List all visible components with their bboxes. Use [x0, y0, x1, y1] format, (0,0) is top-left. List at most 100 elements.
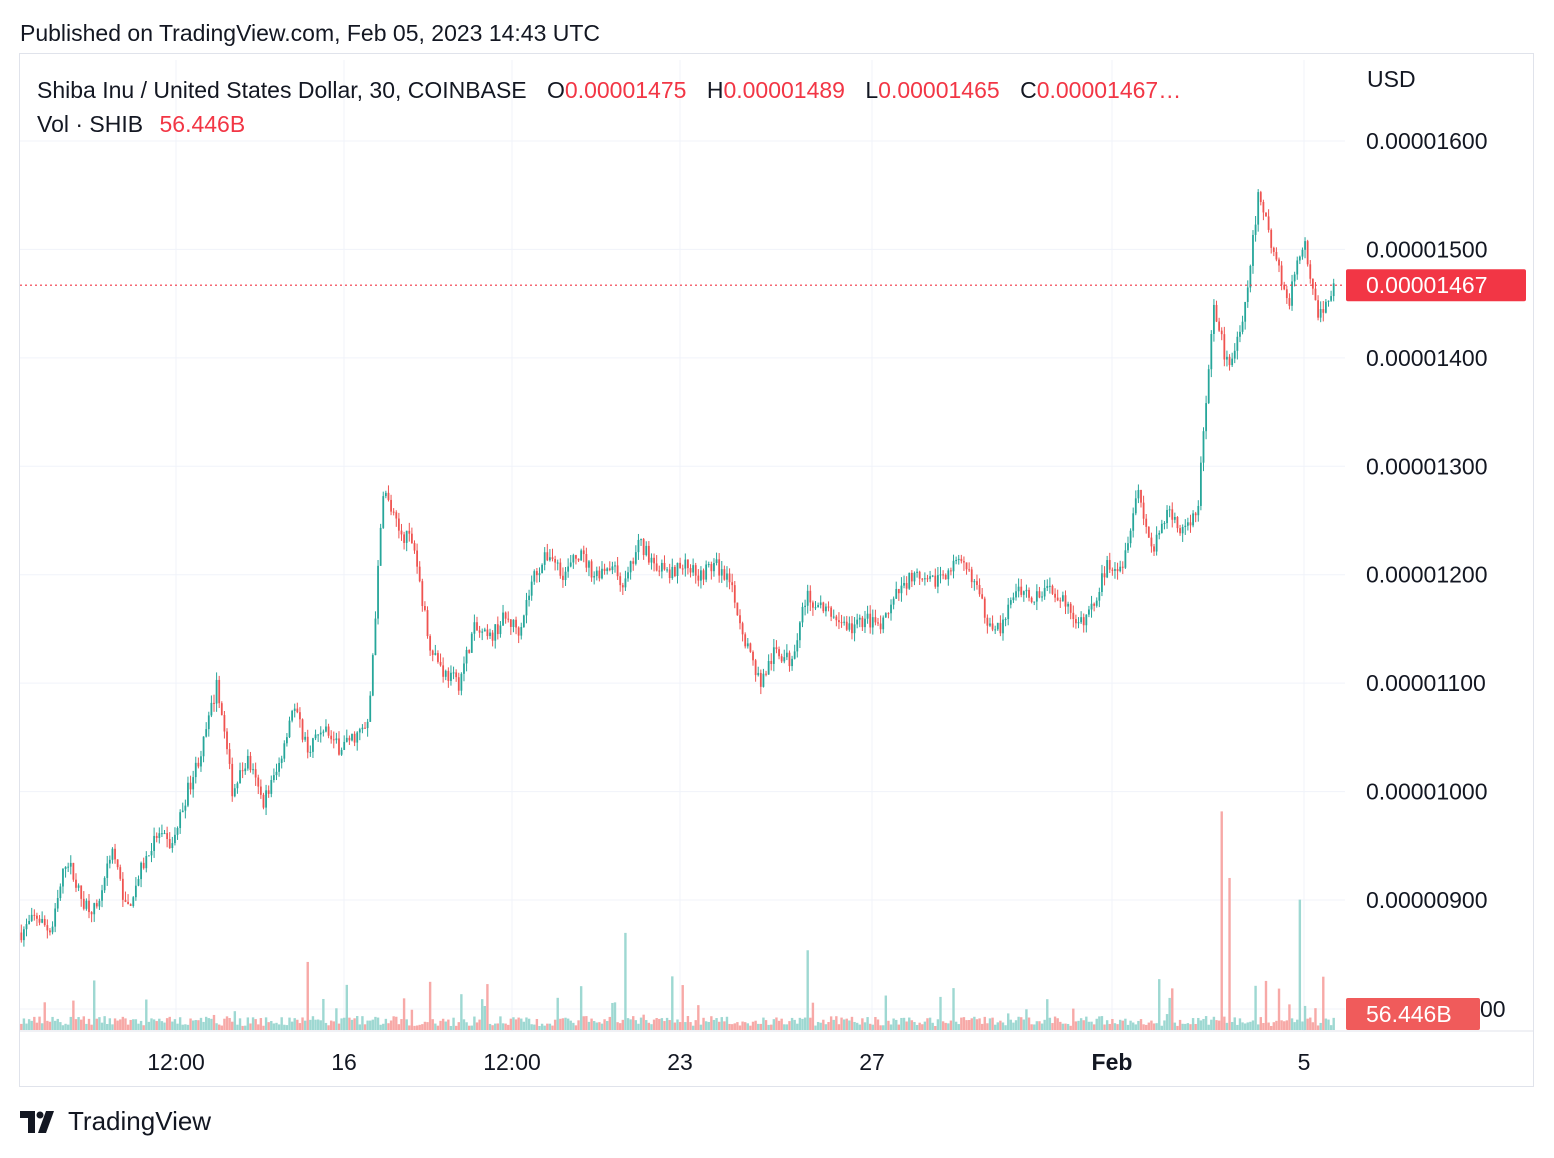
volume-bar: [1118, 1019, 1122, 1030]
volume-bar: [746, 1023, 750, 1030]
volume-bar: [218, 1024, 221, 1030]
candle-body: [1285, 289, 1288, 299]
grid-lines: [20, 60, 1534, 1032]
currency-label[interactable]: USD: [1367, 66, 1416, 92]
candle-body: [632, 561, 635, 564]
candle-body: [598, 570, 601, 579]
candle-body: [434, 653, 437, 655]
volume-bar: [928, 1017, 932, 1030]
volume-bar: [408, 1025, 411, 1030]
candle-body: [650, 557, 653, 563]
volume-badge[interactable]: 56.446B: [1346, 998, 1480, 1030]
tradingview-logo[interactable]: TradingView: [20, 1106, 211, 1137]
volume-bar: [608, 1016, 611, 1030]
candle-body: [793, 651, 796, 659]
symbol-title[interactable]: Shiba Inu / United States Dollar, 30, CO…: [37, 77, 527, 103]
chart-frame: [19, 53, 1534, 1087]
volume-bar: [87, 1018, 91, 1030]
price-tick-label: 0.00001000: [1366, 779, 1488, 805]
candle-body: [960, 558, 963, 562]
candle-body: [1166, 510, 1168, 524]
candle-body: [246, 755, 249, 769]
candle-body: [197, 762, 200, 767]
volume-bar: [1280, 1020, 1283, 1030]
volume-bar: [1184, 1023, 1187, 1030]
volume-bar: [184, 1024, 187, 1030]
candle-body: [28, 920, 31, 925]
volume-bar: [363, 1024, 367, 1030]
volume-bar: [436, 1025, 440, 1030]
volume-bar: [757, 1023, 760, 1030]
candle-body: [218, 679, 221, 704]
volume-bar: [569, 1020, 572, 1030]
candle-body: [1163, 523, 1166, 525]
volume-bar: [728, 1023, 731, 1030]
candle-body: [155, 835, 158, 839]
volume-bar: [1238, 1018, 1242, 1030]
volume-bar: [512, 1017, 515, 1030]
volume-bar: [176, 1023, 179, 1030]
last-price-badge[interactable]: 0.00001467: [1346, 269, 1526, 302]
candle-body: [559, 562, 562, 576]
volume-bar: [405, 1019, 408, 1030]
candle-body: [286, 737, 288, 744]
volume-bar: [551, 1025, 554, 1030]
candle-body: [309, 751, 312, 753]
volume-bar: [262, 1025, 265, 1030]
candle-body: [431, 650, 434, 655]
volume-bar: [470, 1025, 473, 1030]
chart-legend[interactable]: Shiba Inu / United States Dollar, 30, CO…: [37, 74, 1181, 142]
volume-bar: [947, 1023, 950, 1030]
candle-body: [929, 576, 931, 579]
volume-bar: [483, 1006, 487, 1030]
volume-bar: [509, 1018, 513, 1030]
volume-bar: [1004, 1025, 1007, 1030]
candle-body: [1022, 591, 1025, 595]
candle-body: [1304, 241, 1306, 250]
candle-body: [739, 615, 741, 624]
volume-bar: [730, 1024, 734, 1030]
candle-body: [80, 885, 83, 899]
volume-bar: [660, 1018, 664, 1030]
volume-bar: [111, 1024, 114, 1030]
candle-body: [921, 578, 924, 580]
volume-bar: [777, 1020, 781, 1030]
candle-body: [187, 782, 189, 806]
volume-bar: [59, 1022, 62, 1030]
candle-body: [1283, 284, 1286, 290]
volume-bar: [1007, 1013, 1010, 1030]
candle-body: [236, 783, 239, 789]
volume-bar: [25, 1023, 28, 1030]
candle-body: [1072, 612, 1075, 620]
volume-bar: [835, 1016, 838, 1030]
candle-body: [567, 566, 570, 572]
volume-title[interactable]: Vol · SHIB: [37, 111, 144, 137]
volume-bar: [1090, 1021, 1093, 1030]
volume-bar: [1139, 1019, 1143, 1030]
candle-body: [1153, 546, 1155, 552]
time-tick-label: Feb: [1092, 1049, 1133, 1075]
candle-body: [986, 617, 989, 626]
price-tick-label: 0.00001300: [1366, 453, 1488, 479]
candle-body: [765, 673, 767, 675]
volume-bar: [949, 1020, 953, 1030]
volume-bar: [275, 1022, 278, 1030]
volume-bar: [780, 1018, 783, 1030]
volume-bar: [921, 1024, 924, 1030]
volume-bar: [1241, 1022, 1244, 1030]
volume-bar: [673, 1022, 677, 1030]
candle-body: [963, 561, 965, 563]
volume-bar: [319, 1020, 322, 1030]
candle-body: [390, 499, 392, 512]
volume-bar: [965, 1020, 968, 1030]
volume-bar: [796, 1023, 799, 1030]
volume-bar: [678, 1022, 682, 1030]
volume-bar: [770, 1024, 773, 1030]
candle-body: [700, 570, 702, 581]
tradingview-logo-icon: [20, 1110, 54, 1133]
candle-body: [455, 672, 458, 678]
candle-body: [913, 572, 916, 582]
candle-body: [681, 568, 684, 570]
candle-body: [108, 859, 111, 864]
